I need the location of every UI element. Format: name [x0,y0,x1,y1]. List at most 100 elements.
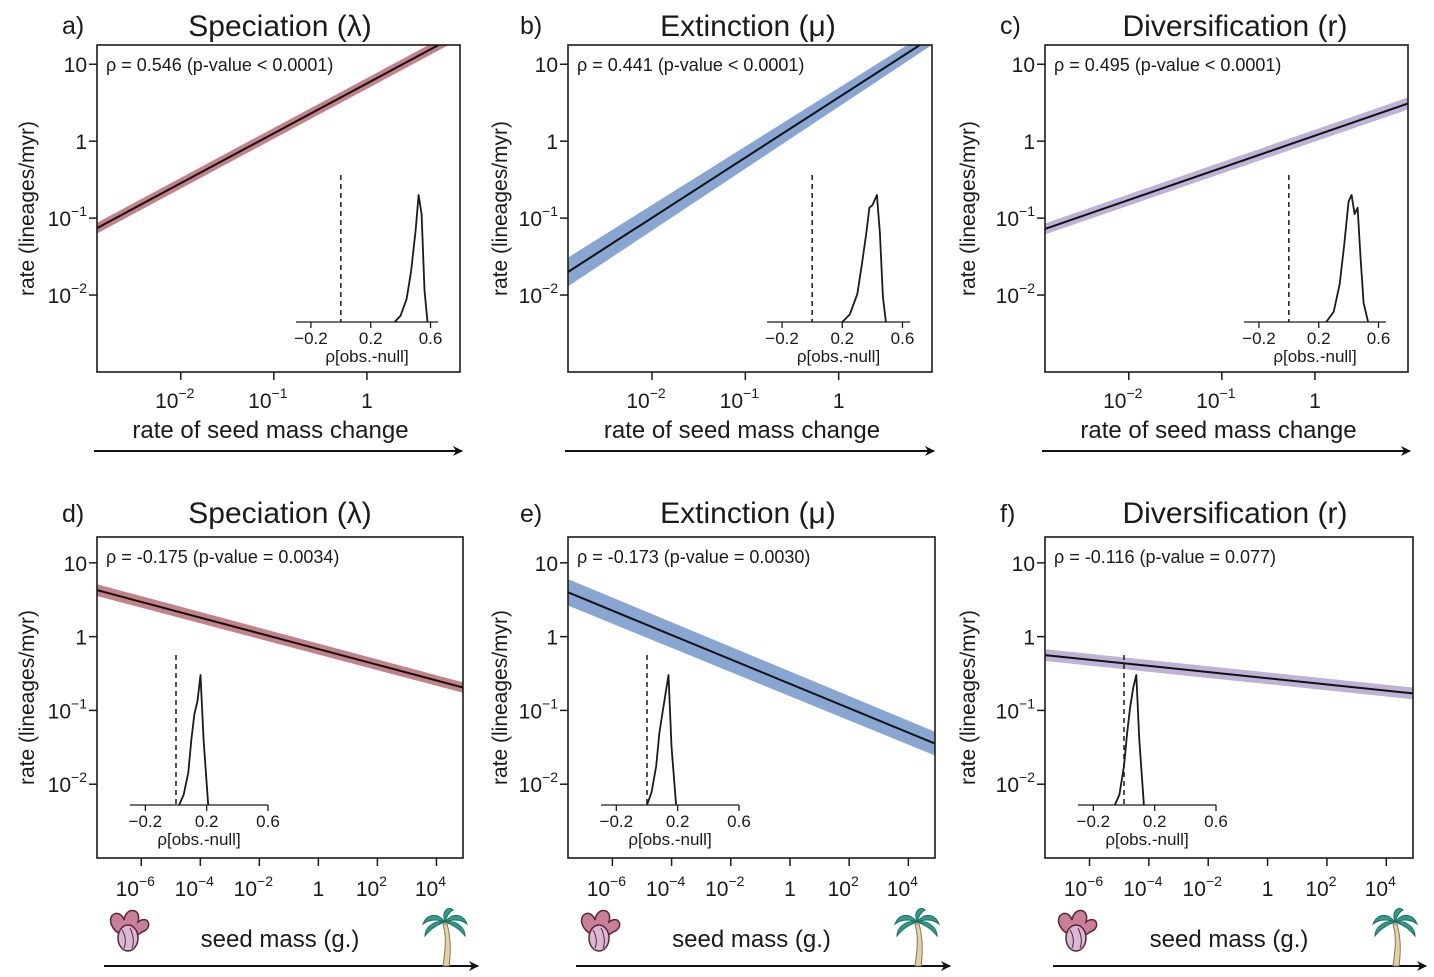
x-tick-label: 10−4 [175,873,215,901]
null-distribution-inset: −0.2 0.2 0.6 ρ[obs.-null] [600,655,751,849]
x-axis-label: seed mass (g.) [672,926,831,953]
confidence-band [568,45,932,287]
panel-label: f) [1000,500,1015,528]
y-axis-label: rate (lineages/myr) [489,121,512,296]
inset-axis-label: ρ[obs.-null] [157,830,240,849]
x-axis-label: seed mass (g.) [201,926,360,953]
y-tick-label: 10−1 [48,203,88,231]
inset-tick-label: 0.2 [666,812,690,831]
inset-tick-label: −0.2 [1077,812,1111,831]
x-axis-label: seed mass (g.) [1150,926,1309,953]
y-tick-label: 10−2 [996,280,1036,308]
y-tick-label: 10 [64,553,87,576]
x-tick-label: 102 [356,873,387,901]
plot-frame [96,44,461,373]
y-axis-label: rate (lineages/myr) [957,121,980,296]
panel-title: Diversification (r) [1122,497,1347,530]
x-tick-label: 10−1 [1196,385,1236,413]
x-tick-label: 10−2 [155,385,195,413]
fit-line [97,45,440,230]
correlation-annotation: ρ = -0.173 (p-value = 0.0030) [577,547,810,567]
y-axis-label: rate (lineages/myr) [16,121,39,296]
x-tick-label: 104 [415,873,446,901]
y-tick-label: 1 [546,131,558,154]
inset-tick-label: 0.6 [1204,812,1228,831]
panel-label: d) [62,500,84,528]
null-distribution-inset: −0.2 0.2 0.6 ρ[obs.-null] [1077,655,1228,849]
fit-line [97,589,463,689]
y-tick-label: 10−1 [996,203,1036,231]
inset-tick-label: −0.2 [765,329,799,348]
plot-frame [567,536,936,859]
x-tick-label: 1 [784,878,796,901]
y-tick-label: 1 [75,627,87,650]
inset-axis-label: ρ[obs.-null] [628,830,711,849]
inset-axis-label: ρ[obs.-null] [325,347,408,366]
inset-tick-label: 0.6 [419,329,443,348]
fit-line [1045,102,1408,230]
x-tick-label: 10−6 [116,873,156,901]
inset-tick-label: 0.2 [1143,812,1167,831]
panel-f: f) Diversification (r) rate (lineages/myr)… [957,497,1427,971]
fit-line [568,45,921,273]
density-curve [394,194,429,323]
x-axis-label: rate of seed mass change [604,417,880,444]
panel-title: Speciation (λ) [188,497,371,530]
plot-frame [1044,44,1409,373]
x-axis-label: rate of seed mass change [1080,417,1356,444]
correlation-annotation: ρ = 0.546 (p-value < 0.0001) [106,55,333,75]
x-tick-label: 10−2 [705,873,745,901]
seed-flower-icon [109,909,150,952]
y-tick-label: 10 [1012,553,1035,576]
inset-tick-label: 0.6 [891,329,915,348]
correlation-annotation: ρ = -0.175 (p-value = 0.0034) [106,547,339,567]
x-tick-label: 10−4 [1123,873,1163,901]
inset-tick-label: 0.6 [727,812,751,831]
x-tick-label: 10−6 [1064,873,1104,901]
panel-label: b) [520,12,542,40]
x-tick-label: 1 [1262,878,1274,901]
inset-tick-label: 0.2 [830,329,854,348]
panel-title: Extinction (μ) [660,10,836,43]
inset-axis-label: ρ[obs.-null] [1273,347,1356,366]
inset-tick-label: 0.2 [195,812,219,831]
y-tick-label: 10−2 [48,769,88,797]
density-curve [178,674,210,806]
x-tick-label: 10−2 [626,385,666,413]
y-tick-label: 10−2 [996,769,1036,797]
seed-flower-icon [580,909,621,952]
y-tick-label: 10 [535,54,558,77]
x-tick-label: 10−4 [646,873,686,901]
panel-e: e) Extinction (μ) rate (lineages/myr) 10−2 1… [489,497,951,971]
y-tick-label: 1 [1023,627,1035,650]
inset-tick-label: 0.6 [1367,329,1391,348]
y-tick-label: 10 [64,54,87,77]
x-tick-label: 10−2 [234,873,274,901]
inset-tick-label: −0.2 [600,812,634,831]
x-tick-label: 10−6 [587,873,627,901]
y-axis-label: rate (lineages/myr) [957,610,980,785]
inset-tick-label: 0.2 [359,329,383,348]
panel-label: c) [1000,12,1021,40]
plot-frame [567,44,933,373]
y-tick-label: 10 [1012,54,1035,77]
panel-label: a) [62,12,84,40]
y-tick-label: 1 [1023,131,1035,154]
panel-title: Diversification (r) [1122,10,1347,43]
panel-c: c) Diversification (r) rate (lineages/myr)… [957,10,1411,456]
x-tick-label: 104 [887,873,918,901]
fit-line [568,591,935,745]
y-tick-label: 10−2 [48,280,88,308]
panel-label: e) [520,500,542,528]
correlation-annotation: ρ = 0.495 (p-value < 0.0001) [1054,55,1281,75]
inset-tick-label: 0.2 [1307,329,1331,348]
correlation-annotation: ρ = 0.441 (p-value < 0.0001) [577,55,804,75]
x-tick-label: 10−2 [1183,873,1223,901]
x-tick-label: 1 [361,390,373,413]
y-tick-label: 10−1 [519,203,559,231]
x-tick-label: 1 [833,390,845,413]
density-curve [1113,674,1145,806]
panel-a: a) Speciation (λ) rate (lineages/myr) 10−2 1… [16,10,463,456]
y-axis-label: rate (lineages/myr) [16,610,39,785]
palm-tree-icon [1371,908,1419,967]
